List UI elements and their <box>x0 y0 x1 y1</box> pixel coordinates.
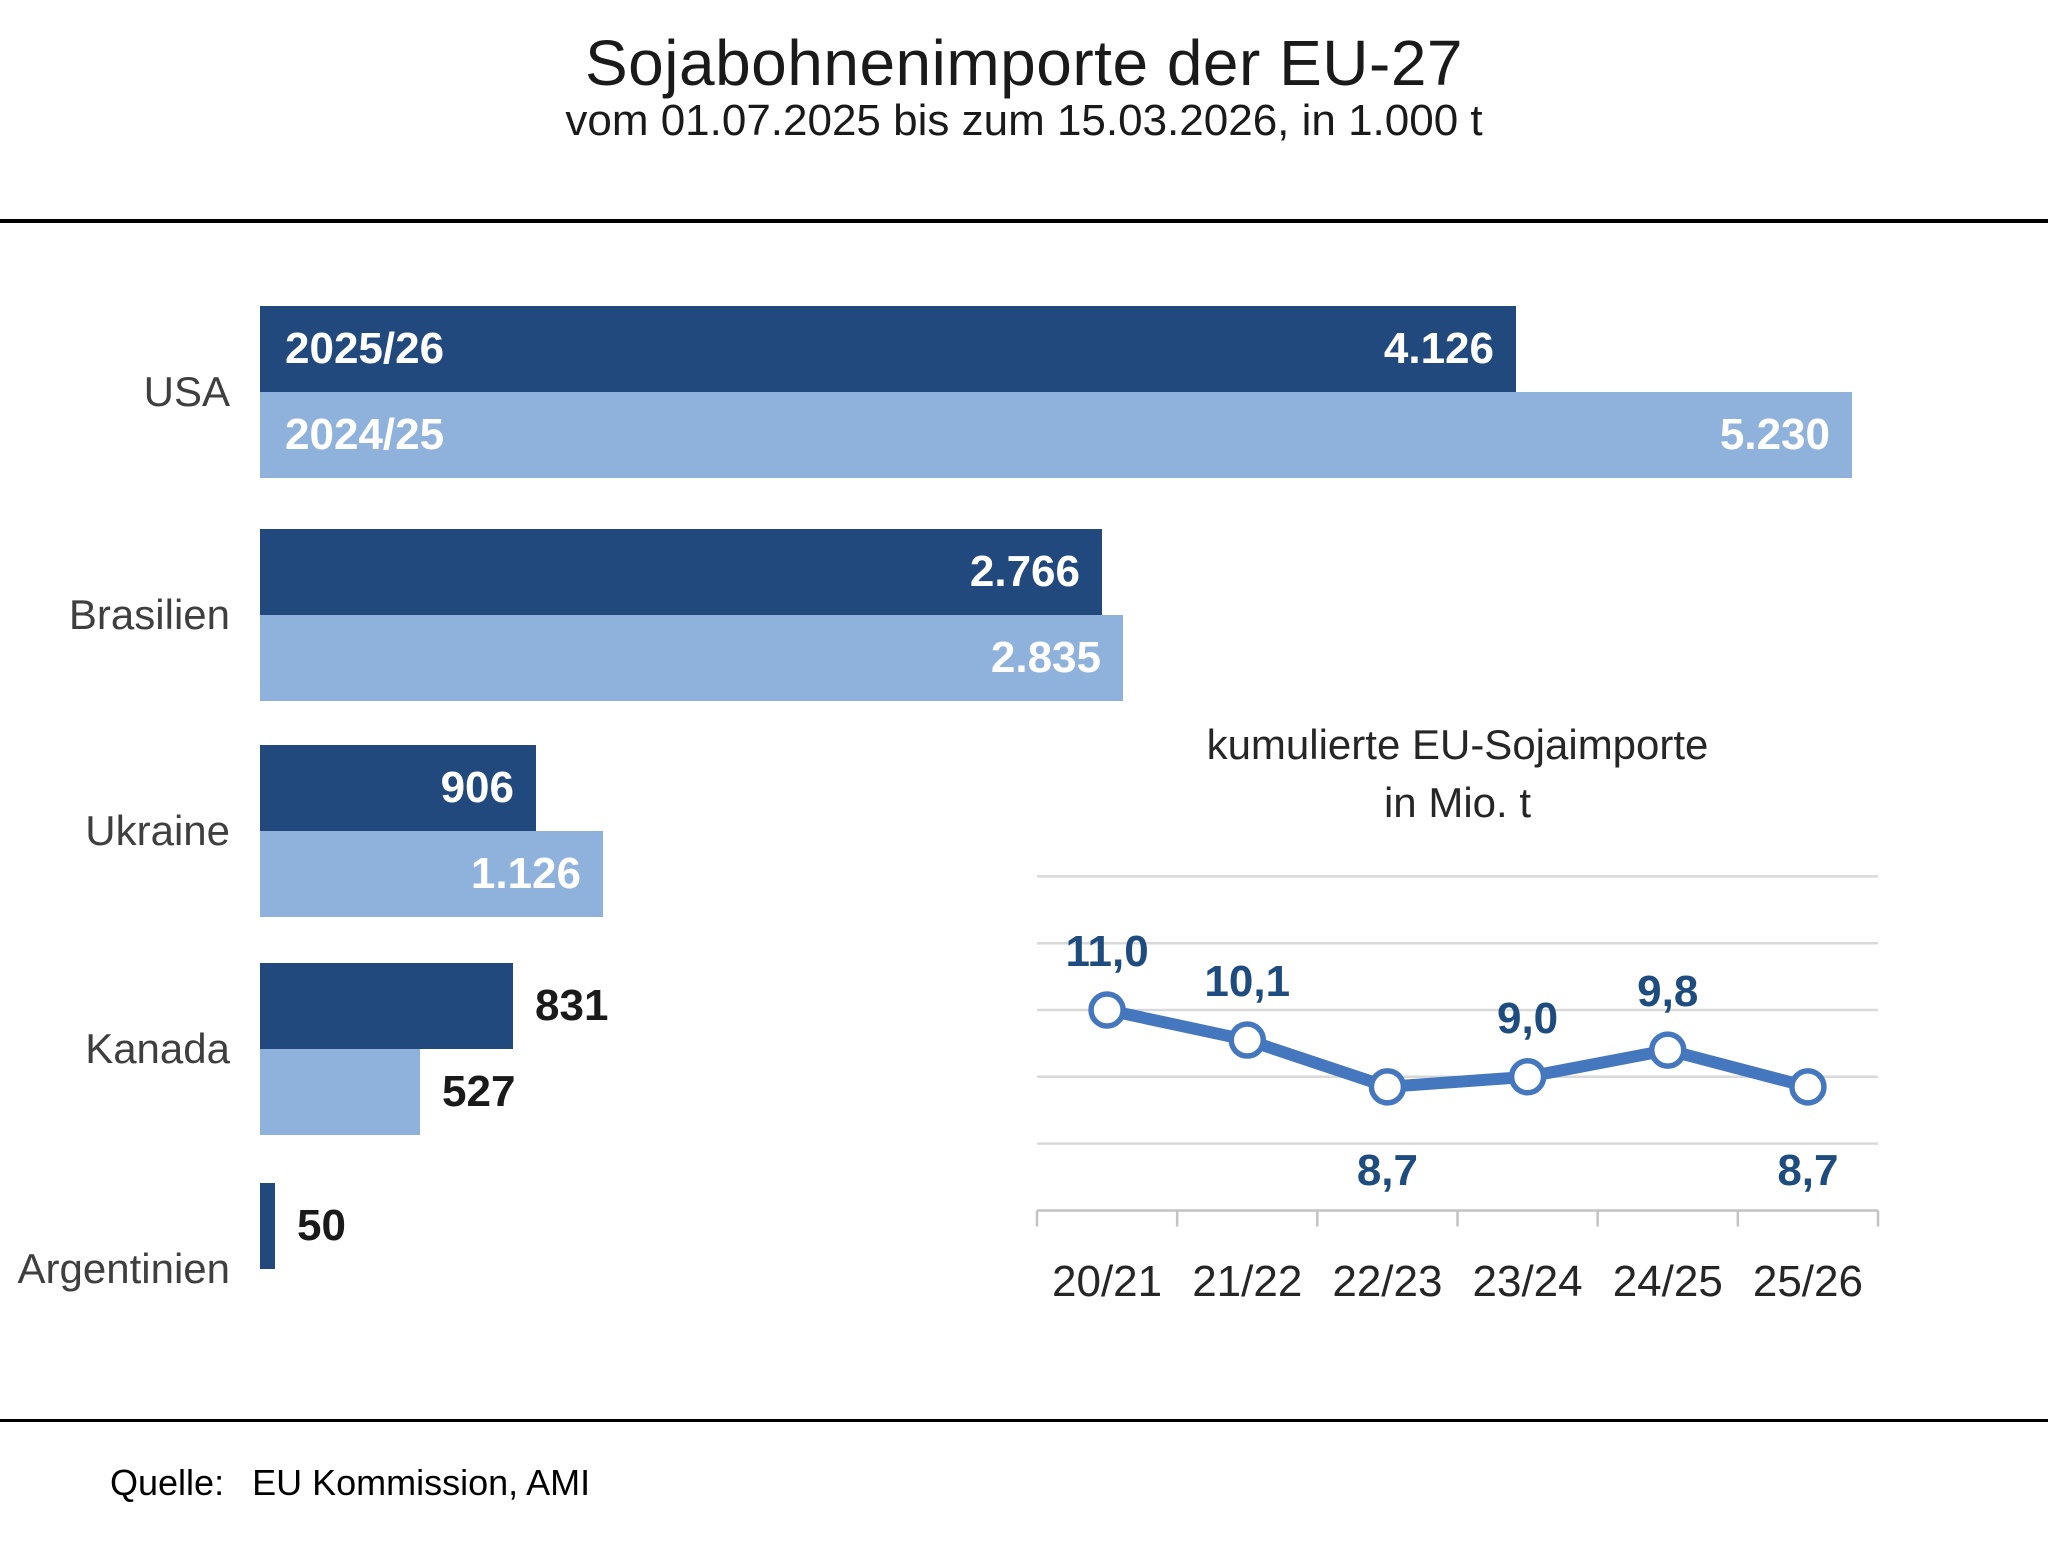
point-value-label: 9,8 <box>1637 967 1698 1016</box>
bar-brasilien-2024-25: 2.835 <box>260 615 1123 701</box>
x-tick-label: 24/25 <box>1613 1257 1723 1306</box>
data-point-marker <box>1228 1021 1266 1059</box>
point-value-label: 8,7 <box>1357 1146 1418 1195</box>
data-point-marker <box>1088 991 1126 1029</box>
chart-subtitle: vom 01.07.2025 bis zum 15.03.2026, in 1.… <box>565 96 1483 145</box>
value-label: 527 <box>442 1067 516 1116</box>
bar-ukraine-2025-26: 906 <box>260 745 536 831</box>
value-label: 831 <box>535 981 609 1030</box>
bar-kanada-2025-26 <box>260 963 513 1049</box>
source-value: EU Kommission, AMI <box>252 1462 591 1503</box>
bar-ukraine-2024-25: 1.126 <box>260 831 603 917</box>
data-point-marker <box>1789 1068 1827 1106</box>
bar-usa-2024-25: 2024/25 5.230 <box>260 392 1852 478</box>
point-value-label: 9,0 <box>1497 994 1558 1043</box>
bar-brasilien-2025-26: 2.766 <box>260 529 1102 615</box>
line-series <box>1105 1004 1810 1093</box>
bar-usa-2025-26: 2025/26 4.126 <box>260 306 1516 392</box>
series-label-2024-25: 2024/25 <box>285 410 445 459</box>
x-tick-label: 21/22 <box>1192 1257 1302 1306</box>
bottom-divider <box>0 1419 2048 1422</box>
series-label-2025-26: 2025/26 <box>285 324 445 373</box>
bar-argentinien-2025-26 <box>260 1183 275 1269</box>
value-label: 1.126 <box>470 849 581 898</box>
category-label-argentinien: Argentinien <box>17 1245 230 1292</box>
x-tick-label: 25/26 <box>1753 1257 1863 1306</box>
value-label: 4.126 <box>1383 324 1494 373</box>
value-label: 906 <box>440 763 514 812</box>
value-label: 2.835 <box>990 633 1101 682</box>
point-value-label: 10,1 <box>1204 957 1290 1006</box>
data-point-marker <box>1508 1058 1547 1096</box>
line-chart: 11,0 10,1 8,7 9,0 9,8 8,7 20/21 21/22 22/23 23/24… <box>1035 875 1880 1306</box>
category-label-kanada: Kanada <box>85 1025 230 1072</box>
point-value-label: 8,7 <box>1777 1146 1838 1195</box>
source-label: Quelle: <box>110 1462 225 1503</box>
x-tick-label: 22/23 <box>1332 1257 1442 1306</box>
top-divider <box>0 219 2048 223</box>
category-label-ukraine: Ukraine <box>85 807 230 854</box>
data-point-marker <box>1649 1031 1687 1069</box>
source-note: Quelle: EU Kommission, AMI <box>110 1462 590 1504</box>
chart-title: Sojabohnenimporte der EU-27 <box>584 27 1464 99</box>
category-label-brasilien: Brasilien <box>68 591 230 638</box>
data-point-marker <box>1368 1068 1407 1106</box>
value-label: 50 <box>297 1201 346 1250</box>
inset-title-line1: kumulierte EU-Sojaimporte <box>1206 721 1709 768</box>
inset-chart-title: kumulierte EU-Sojaimporte in Mio. t <box>1037 716 1878 832</box>
inset-title-line2: in Mio. t <box>1383 778 1532 826</box>
x-tick-label: 20/21 <box>1052 1257 1162 1306</box>
category-label-usa: USA <box>143 368 230 415</box>
bar-kanada-2024-25 <box>260 1049 420 1135</box>
x-tick-label: 23/24 <box>1473 1257 1583 1306</box>
point-value-label: 11,0 <box>1065 927 1148 976</box>
value-label: 2.766 <box>969 547 1080 596</box>
value-label: 5.230 <box>1719 410 1830 459</box>
